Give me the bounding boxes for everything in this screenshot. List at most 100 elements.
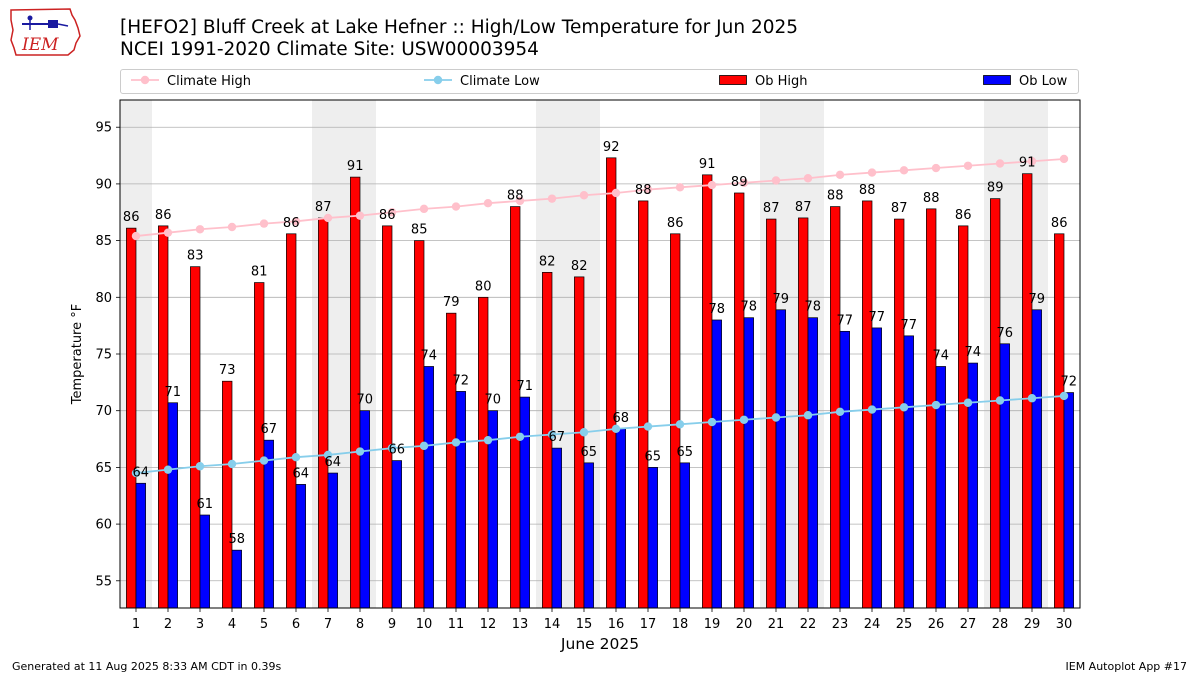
- climate-low-point-day-24: [867, 405, 877, 414]
- ob-low-label-day-29: 79: [1029, 292, 1046, 307]
- ob-high-bar-day-20: [734, 192, 745, 609]
- ob-low-bar-day-16: [615, 428, 626, 609]
- y-tick-label-90: 90: [95, 177, 112, 192]
- climate-low-point-day-29: [1027, 394, 1037, 403]
- ob-low-label-day-19: 78: [709, 302, 726, 317]
- y-tick-label-95: 95: [95, 121, 112, 136]
- ob-low-bar-day-25: [903, 335, 914, 609]
- ob-low-bar-day-21: [775, 309, 786, 609]
- legend-label-ob-low: Ob Low: [1019, 74, 1068, 89]
- climate-high-point-day-10: [419, 204, 429, 214]
- ob-high-bar-day-23: [830, 206, 841, 609]
- climate-low-point-day-1: [131, 468, 141, 478]
- climate-high-point-day-29: [1027, 157, 1037, 166]
- ob-low-label-day-18: 65: [677, 445, 694, 460]
- ob-low-label-day-4: 58: [229, 532, 246, 547]
- ob-low-bar-day-13: [519, 396, 530, 609]
- ob-high-bar-day-27: [958, 225, 969, 609]
- climate-high-point-day-3: [195, 225, 205, 234]
- ob-low-bar-day-1: [135, 482, 146, 609]
- x-tick-label-7: 7: [324, 617, 332, 632]
- ob-high-bar-day-17: [638, 200, 649, 609]
- climate-high-point-day-26: [931, 163, 941, 173]
- plot-frame: [119, 99, 1081, 609]
- climate-high-point-day-18: [675, 183, 685, 192]
- ob-low-label-day-22: 78: [805, 300, 822, 315]
- climate-low-point-day-6: [291, 452, 301, 462]
- x-tick-label-4: 4: [228, 617, 236, 632]
- climate-low-point-day-8: [355, 447, 365, 456]
- ob-high-label-day-9: 86: [379, 208, 396, 223]
- ob-low-bar-day-18: [679, 462, 690, 609]
- x-tick-label-16: 16: [608, 617, 625, 632]
- climate-high-point-day-5: [259, 219, 269, 228]
- legend-label-climate-low: Climate Low: [460, 74, 540, 89]
- ob-low-label-day-16: 68: [613, 411, 630, 426]
- climate-low-point-day-16: [611, 424, 621, 434]
- x-tick-label-29: 29: [1024, 617, 1041, 632]
- x-tick-label-26: 26: [928, 617, 945, 632]
- ob-high-bar-day-11: [446, 312, 457, 609]
- ob-high-label-day-25: 87: [891, 201, 908, 216]
- x-tick-label-9: 9: [388, 617, 396, 632]
- climate-low-point-day-4: [227, 459, 237, 469]
- x-tick-label-23: 23: [832, 617, 849, 632]
- x-tick-label-25: 25: [896, 617, 913, 632]
- ob-low-bar-day-2: [167, 402, 178, 609]
- x-tick-label-30: 30: [1056, 617, 1073, 632]
- ob-high-bar-day-15: [574, 276, 585, 609]
- x-tick-label-11: 11: [448, 617, 465, 632]
- ob-high-label-day-17: 88: [635, 183, 652, 198]
- ob-high-label-day-5: 81: [251, 265, 268, 280]
- climate-high-point-day-17: [643, 185, 653, 194]
- ob-high-label-day-6: 86: [283, 216, 300, 231]
- climate-high-point-day-27: [963, 161, 973, 170]
- ob-high-bar-day-7: [318, 217, 329, 609]
- x-tick-label-1: 1: [132, 617, 140, 632]
- climate-low-point-day-15: [579, 428, 589, 437]
- ob-high-bar-day-5: [254, 282, 265, 609]
- ob-high-label-day-12: 80: [475, 279, 492, 294]
- ob-high-bar-day-4: [222, 380, 233, 609]
- iem-logo: IEM: [10, 8, 81, 56]
- climate-high-point-day-12: [483, 198, 493, 208]
- climate-high-point-day-20: [739, 178, 749, 187]
- ob-high-bar-day-3: [190, 266, 201, 609]
- ob-low-bar-day-17: [647, 467, 658, 609]
- climate-high-point-day-22: [803, 174, 813, 183]
- ob-low-bar-day-28: [999, 343, 1010, 609]
- legend-ob-high: Ob High: [719, 70, 808, 93]
- ob-low-label-day-14: 67: [549, 430, 566, 445]
- ob-low-label-day-26: 74: [933, 348, 950, 363]
- y-tick-label-55: 55: [95, 574, 112, 589]
- ob-low-bar-day-4: [231, 549, 242, 609]
- climate-low-point-day-5: [259, 456, 269, 465]
- climate-high-point-day-19: [707, 180, 717, 190]
- climate-low-point-day-30: [1059, 391, 1069, 401]
- x-tick-label-15: 15: [576, 617, 593, 632]
- ob-high-label-day-1: 86: [123, 210, 140, 225]
- ob-high-label-day-3: 83: [187, 249, 204, 264]
- climate-low-point-day-12: [483, 435, 493, 445]
- ob-high-bar-day-24: [862, 200, 873, 609]
- x-tick-label-5: 5: [260, 617, 268, 632]
- climate-low-point-day-21: [771, 413, 781, 422]
- climate-high-point-day-2: [163, 228, 173, 237]
- climate-high-point-day-6: [291, 217, 301, 226]
- y-tick-label-65: 65: [95, 461, 112, 476]
- climate-high-point-day-1: [131, 231, 141, 241]
- ob-low-label-day-8: 70: [357, 393, 374, 408]
- ob-high-bar-day-29: [1022, 173, 1033, 609]
- x-tick-label-10: 10: [416, 617, 433, 632]
- legend-ob-low: Ob Low: [983, 70, 1067, 93]
- climate-high-point-day-21: [771, 176, 781, 185]
- x-tick-label-28: 28: [992, 617, 1009, 632]
- ob-low-label-day-17: 65: [645, 449, 662, 464]
- x-tick-label-18: 18: [672, 617, 689, 632]
- ob-low-label-day-25: 77: [901, 318, 918, 333]
- ob-high-bar-day-13: [510, 206, 521, 609]
- x-tick-label-20: 20: [736, 617, 753, 632]
- logo-text: IEM: [21, 35, 59, 55]
- ob-low-label-day-21: 79: [773, 292, 790, 307]
